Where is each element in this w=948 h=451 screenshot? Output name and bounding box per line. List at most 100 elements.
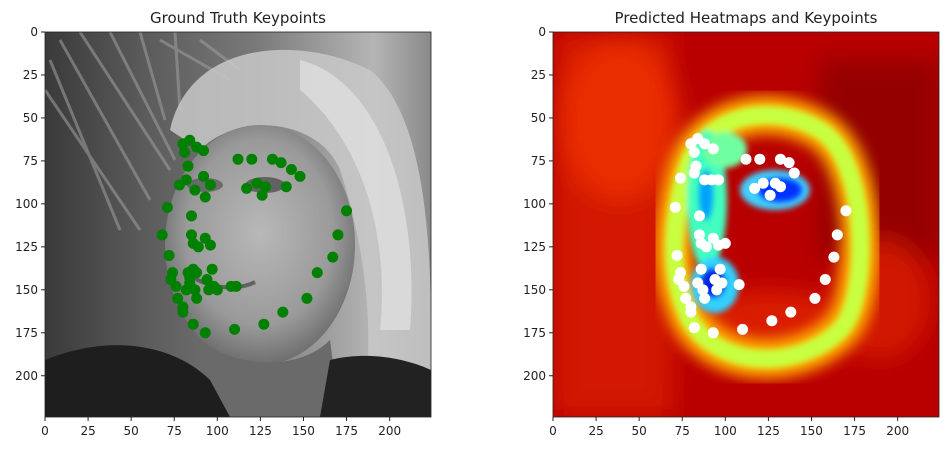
pred-keypoint [699, 292, 711, 304]
gt-x-tick-label: 200 [378, 424, 401, 438]
pred-keypoint [764, 189, 776, 201]
pred-keypoint [678, 280, 690, 292]
gt-x-tick-label: 25 [80, 424, 95, 438]
pred-keypoint [693, 229, 705, 241]
gt-y-tick-label: 50 [23, 111, 38, 125]
gt-keypoint [182, 160, 194, 172]
face-photo [45, 32, 431, 417]
pred-keypoint [688, 146, 700, 158]
gt-keypoint [211, 284, 223, 296]
gt-keypoint [163, 249, 175, 261]
pred-keypoint [711, 284, 723, 296]
gt-keypoint [189, 284, 201, 296]
gt-keypoint [189, 184, 201, 196]
left-chart-title: Ground Truth Keypoints [150, 9, 326, 27]
gt-x-tick-label: 75 [167, 424, 182, 438]
pred-y-tick-label: 125 [523, 240, 546, 254]
pred-keypoint [680, 292, 692, 304]
right-chart-title: Predicted Heatmaps and Keypoints [615, 9, 878, 27]
pred-keypoint [737, 323, 749, 335]
pred-keypoint [828, 251, 840, 263]
gt-keypoint [327, 251, 339, 263]
gt-keypoint [258, 318, 270, 330]
pred-keypoint [788, 167, 800, 179]
gt-keypoint [199, 327, 211, 339]
pred-keypoint [699, 138, 711, 150]
pred-keypoint [831, 229, 843, 241]
gt-keypoint [230, 280, 242, 292]
gt-keypoint [229, 323, 241, 335]
predicted-keypoints [669, 133, 852, 339]
pred-x-tick-label: 150 [800, 424, 823, 438]
gt-keypoint [301, 292, 313, 304]
gt-keypoint [277, 306, 289, 318]
pred-keypoint [766, 315, 778, 327]
pred-y-tick-label: 0 [538, 25, 546, 39]
pred-keypoint [707, 143, 719, 155]
pred-x-tick-label: 75 [675, 424, 690, 438]
gt-keypoint [177, 306, 189, 318]
gt-keypoint [191, 292, 203, 304]
gt-x-tick-label: 175 [335, 424, 358, 438]
gt-y-tick-label: 125 [15, 240, 38, 254]
gt-keypoint [180, 284, 192, 296]
pred-keypoint [697, 284, 709, 296]
gt-keypoint [341, 205, 353, 217]
heatmap-image [553, 32, 939, 417]
gt-keypoint [241, 182, 253, 194]
pred-y-tick-label: 150 [523, 283, 546, 297]
pred-keypoint [809, 292, 821, 304]
gt-y-tick-label: 100 [15, 197, 38, 211]
gt-y-tick-label: 150 [15, 283, 38, 297]
gt-keypoint [256, 189, 268, 201]
gt-keypoint [311, 267, 323, 279]
pred-keypoint [783, 157, 795, 169]
pred-keypoint [774, 181, 786, 193]
gt-keypoint [161, 201, 173, 213]
pred-keypoint [774, 153, 786, 165]
pred-keypoint [690, 160, 702, 172]
pred-keypoint [675, 267, 687, 279]
right-axes: 0 25 50 75 100 125 150 175 200 0 25 50 75 100 125 150 17… [523, 25, 909, 438]
gt-y-tick-label: 25 [23, 68, 38, 82]
gt-keypoint [172, 292, 184, 304]
gt-keypoint [191, 267, 203, 279]
gt-keypoint [204, 239, 216, 251]
gt-keypoint [156, 229, 168, 241]
gt-keypoint [260, 181, 272, 193]
gt-keypoint [185, 229, 197, 241]
gt-keypoint [266, 153, 278, 165]
pred-y-tick-label: 200 [523, 369, 546, 383]
gt-keypoint [184, 134, 196, 146]
pred-keypoint [685, 306, 697, 318]
pred-keypoint [754, 153, 766, 165]
right-axes-frame [552, 31, 940, 418]
gt-keypoint [280, 181, 292, 193]
gt-y-tick-label: 175 [15, 326, 38, 340]
gt-y-tick-label: 200 [15, 369, 38, 383]
gt-keypoint [203, 284, 215, 296]
gt-keypoint [275, 157, 287, 169]
gt-x-tick-label: 125 [249, 424, 272, 438]
pred-keypoint [671, 249, 683, 261]
gt-keypoint [187, 318, 199, 330]
gt-keypoint [206, 263, 218, 275]
pred-keypoint [669, 201, 681, 213]
gt-x-tick-label: 150 [292, 424, 315, 438]
pred-y-tick-label: 25 [531, 68, 546, 82]
pred-x-tick-label: 175 [843, 424, 866, 438]
pred-keypoint [719, 237, 731, 249]
gt-keypoint [201, 274, 213, 285]
gt-keypoint [204, 179, 216, 191]
pred-x-tick-label: 125 [757, 424, 780, 438]
pred-keypoint [733, 279, 745, 291]
gt-keypoint [170, 280, 182, 292]
pred-x-tick-label: 25 [588, 424, 603, 438]
gt-x-tick-label: 0 [41, 424, 49, 438]
pred-keypoint [688, 322, 700, 334]
left-axes: 0 25 50 75 100 125 150 175 200 0 25 50 75 100 125 150 17… [15, 25, 401, 438]
gt-keypoint [199, 191, 211, 203]
gt-keypoint [232, 153, 244, 165]
pred-keypoint [757, 177, 769, 189]
